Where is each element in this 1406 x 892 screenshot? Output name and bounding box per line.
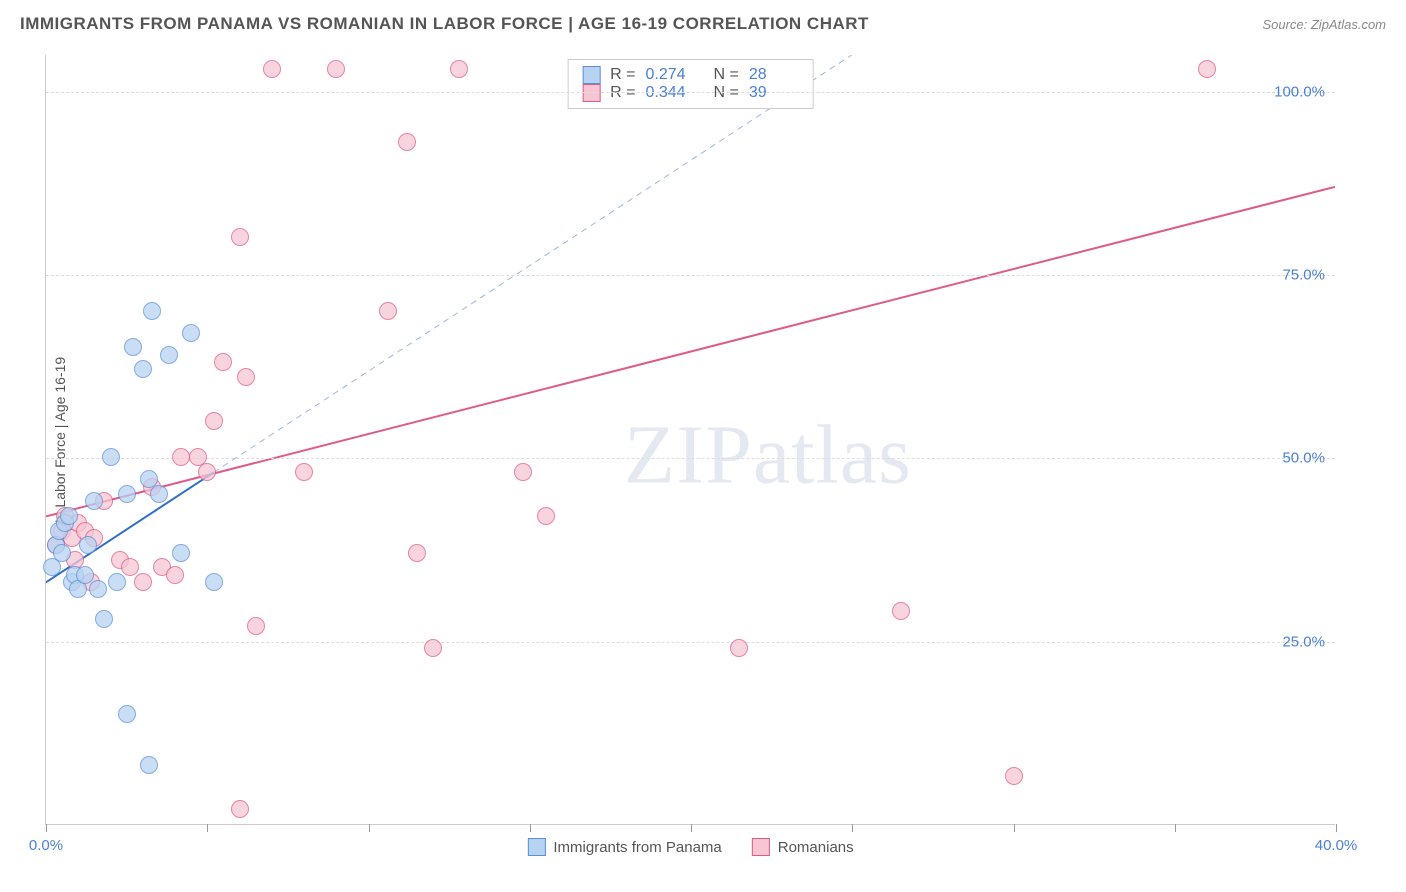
r-label: R = <box>610 66 635 84</box>
y-tick-label: 50.0% <box>1282 450 1325 467</box>
romanians-point <box>327 60 345 78</box>
legend-swatch <box>752 838 770 856</box>
x-tick-label: 40.0% <box>1315 837 1358 854</box>
x-tick <box>207 824 208 832</box>
n-value: 28 <box>749 66 799 84</box>
romanians-point <box>424 639 442 657</box>
panama-point <box>150 485 168 503</box>
panama-point <box>108 573 126 591</box>
panama-point <box>118 485 136 503</box>
romanians-point <box>263 60 281 78</box>
gridline <box>46 92 1335 93</box>
romanians-point <box>198 463 216 481</box>
panama-point <box>85 492 103 510</box>
panama-point <box>79 536 97 554</box>
romanians-point <box>205 412 223 430</box>
stats-legend-row: R = 0.344 N = 39 <box>582 84 799 102</box>
legend-label: Romanians <box>778 839 854 856</box>
series-legend: Immigrants from Panama Romanians <box>527 838 853 856</box>
romanians-point <box>450 60 468 78</box>
panama-point <box>76 566 94 584</box>
romanians-point <box>231 800 249 818</box>
panama-point <box>124 338 142 356</box>
x-tick <box>1175 824 1176 832</box>
panama-point <box>172 544 190 562</box>
r-value: 0.344 <box>646 84 696 102</box>
x-tick-label: 0.0% <box>29 837 63 854</box>
x-tick <box>1336 824 1337 832</box>
y-tick-label: 100.0% <box>1274 83 1325 100</box>
romanians-point <box>398 133 416 151</box>
romanians-point <box>166 566 184 584</box>
x-tick <box>1014 824 1015 832</box>
x-tick <box>369 824 370 832</box>
panama-point <box>140 756 158 774</box>
romanians-point <box>892 602 910 620</box>
stats-legend: R = 0.274 N = 28 R = 0.344 N = 39 <box>567 59 814 109</box>
y-tick-label: 75.0% <box>1282 267 1325 284</box>
panama-point <box>118 705 136 723</box>
legend-swatch <box>582 66 600 84</box>
legend-label: Immigrants from Panama <box>553 839 721 856</box>
n-value: 39 <box>749 84 799 102</box>
romanians-point <box>1005 767 1023 785</box>
r-label: R = <box>610 84 635 102</box>
n-label: N = <box>714 66 739 84</box>
panama-point <box>205 573 223 591</box>
chart-title: IMMIGRANTS FROM PANAMA VS ROMANIAN IN LA… <box>20 14 869 34</box>
panama-point <box>160 346 178 364</box>
romanians-point <box>1198 60 1216 78</box>
panama-point <box>95 610 113 628</box>
romanians-point <box>214 353 232 371</box>
y-tick-label: 25.0% <box>1282 633 1325 650</box>
romanians-point <box>134 573 152 591</box>
romanians-point <box>379 302 397 320</box>
r-value: 0.274 <box>646 66 696 84</box>
romanians-point <box>730 639 748 657</box>
romanians-point <box>408 544 426 562</box>
source-attribution: Source: ZipAtlas.com <box>1262 17 1386 32</box>
romanians-point <box>121 558 139 576</box>
legend-item: Romanians <box>752 838 854 856</box>
scatter-plot: In Labor Force | Age 16-19 ZIPatlas R = 0… <box>45 55 1335 825</box>
romanians-point <box>237 368 255 386</box>
romanians-point <box>537 507 555 525</box>
x-tick <box>46 824 47 832</box>
watermark: ZIPatlas <box>624 406 912 503</box>
romanians-point <box>514 463 532 481</box>
romanians-point <box>231 228 249 246</box>
x-tick <box>530 824 531 832</box>
panama-point <box>182 324 200 342</box>
gridline <box>46 642 1335 643</box>
stats-legend-row: R = 0.274 N = 28 <box>582 66 799 84</box>
legend-swatch <box>582 84 600 102</box>
x-tick <box>852 824 853 832</box>
panama-point <box>89 580 107 598</box>
panama-point <box>134 360 152 378</box>
panama-point <box>102 448 120 466</box>
gridline <box>46 458 1335 459</box>
trend-line-extension <box>214 55 852 472</box>
title-bar: IMMIGRANTS FROM PANAMA VS ROMANIAN IN LA… <box>0 0 1406 44</box>
gridline <box>46 275 1335 276</box>
panama-point <box>143 302 161 320</box>
romanians-point <box>247 617 265 635</box>
x-tick <box>691 824 692 832</box>
y-axis-label: In Labor Force | Age 16-19 <box>52 356 68 522</box>
trend-lines-svg <box>46 55 1335 824</box>
n-label: N = <box>714 84 739 102</box>
legend-item: Immigrants from Panama <box>527 838 721 856</box>
panama-point <box>60 507 78 525</box>
romanians-point <box>295 463 313 481</box>
panama-point <box>53 544 71 562</box>
legend-swatch <box>527 838 545 856</box>
